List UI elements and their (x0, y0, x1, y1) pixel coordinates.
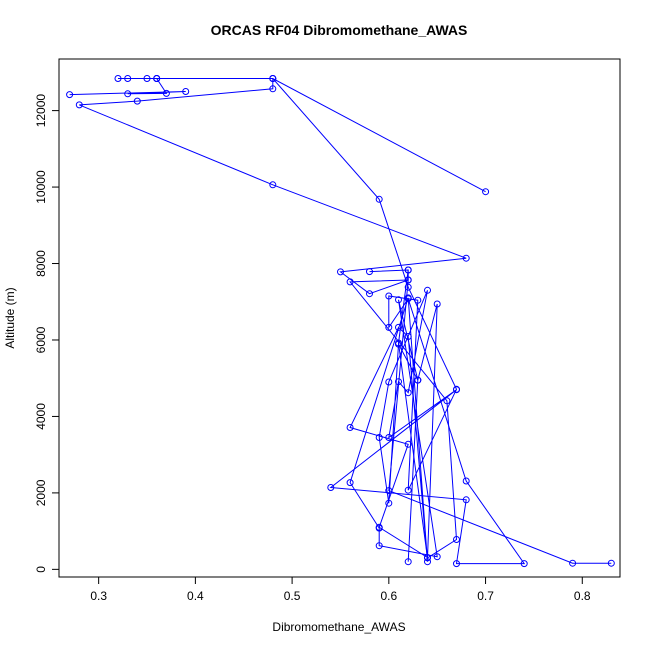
data-point (482, 188, 490, 196)
data-point (66, 91, 74, 99)
data-point (404, 283, 412, 291)
data-point (124, 75, 132, 82)
x-tick-label: 0.4 (187, 589, 204, 603)
data-point (385, 292, 393, 300)
data-point (346, 424, 354, 431)
data-point (269, 75, 277, 82)
data-point (327, 484, 335, 491)
y-tick-label: 12000 (34, 94, 48, 128)
data-point (143, 75, 151, 82)
data-point (366, 290, 373, 298)
data-point (346, 278, 354, 286)
data-point (424, 554, 431, 561)
data-point (414, 376, 422, 384)
data-point (395, 378, 402, 386)
data-point (269, 85, 277, 93)
data-point (385, 323, 393, 331)
data-point (433, 553, 441, 561)
series-line-2 (69, 78, 526, 565)
series-line-1 (79, 78, 612, 564)
x-tick-label: 0.8 (574, 589, 591, 603)
chart-title: ORCAS RF04 Dibromomethane_AWAS (211, 22, 468, 38)
x-tick-label: 0.3 (90, 589, 107, 603)
data-point (337, 268, 344, 276)
x-tick-label: 0.6 (380, 589, 397, 603)
data-point (453, 536, 460, 543)
data-point (404, 333, 412, 340)
x-axis: 0.3 0.4 0.5 0.6 0.7 0.8 (90, 576, 591, 603)
data-point (385, 378, 393, 386)
data-point (433, 300, 441, 308)
y-tick-label: 8000 (34, 250, 48, 277)
data-point (153, 75, 161, 82)
data-point (462, 496, 470, 504)
data-point (375, 524, 383, 532)
data-point (182, 88, 190, 95)
data-point (385, 499, 393, 507)
data-point (395, 323, 402, 331)
data-point (395, 340, 402, 348)
data-point (366, 268, 373, 276)
data-point (462, 254, 470, 262)
y-tick-label: 0 (34, 566, 48, 573)
data-point (404, 486, 412, 494)
data-point (269, 181, 277, 189)
data-point (162, 89, 170, 97)
plot-frame (58, 58, 621, 578)
x-tick-label: 0.5 (284, 589, 301, 603)
data-point (424, 558, 431, 566)
series-layer (66, 75, 615, 568)
y-tick-label: 2000 (34, 479, 48, 506)
data-point (453, 560, 460, 568)
y-tick-label: 4000 (34, 403, 48, 430)
y-axis-label: Altitude (m) (3, 287, 17, 348)
data-point (133, 97, 141, 105)
data-point (385, 434, 393, 441)
data-point (404, 440, 412, 448)
data-point (375, 434, 383, 441)
data-point (569, 559, 577, 567)
data-point (375, 195, 383, 203)
data-point (453, 386, 460, 394)
data-point (114, 75, 122, 82)
x-axis-label: Dibromomethane_AWAS (272, 620, 405, 634)
data-point (462, 477, 470, 485)
y-axis: 0 2000 4000 6000 8000 10000 12000 (34, 94, 60, 573)
data-point (520, 560, 528, 568)
x-tick-label: 0.7 (477, 589, 494, 603)
data-point (124, 90, 132, 98)
data-point (607, 559, 615, 567)
data-point (404, 276, 412, 284)
data-point (404, 266, 412, 274)
data-point (346, 479, 354, 487)
data-point (404, 389, 412, 397)
data-point (375, 542, 383, 550)
data-point (404, 558, 412, 566)
data-point (424, 286, 431, 294)
data-point (75, 101, 83, 109)
data-point (414, 296, 422, 304)
y-tick-label: 10000 (34, 170, 48, 204)
data-point (395, 296, 402, 304)
y-tick-label: 6000 (34, 326, 48, 353)
data-point (404, 294, 412, 302)
